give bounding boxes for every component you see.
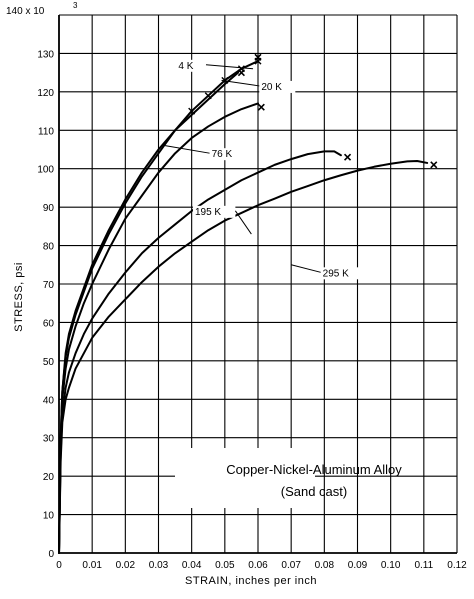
x-axis-title: STRAIN, inches per inch — [185, 575, 317, 587]
fracture-marker-295-k — [430, 161, 438, 169]
x-tick-label: 0.12 — [447, 560, 467, 571]
y-tick-label: 60 — [43, 318, 55, 329]
series-layer — [58, 53, 438, 554]
y-tick-label: 130 — [37, 49, 54, 60]
x-tick-label: 0.05 — [215, 560, 235, 571]
y-tick-label: 120 — [37, 88, 54, 99]
y-tick-label: 0 — [48, 549, 54, 560]
cluster-cross — [188, 107, 196, 115]
x-tick-label: 0.10 — [381, 560, 401, 571]
annotation-box-frame — [175, 448, 315, 508]
series-leader-line — [291, 264, 321, 273]
series-label-2: 76 K — [212, 149, 233, 160]
fracture-marker-195-k — [343, 153, 352, 161]
x-tick-label: 0.06 — [248, 560, 268, 571]
cluster-cross — [254, 57, 262, 65]
annotation-box-line-1: Copper-Nickel-Aluminum Alloy — [226, 462, 402, 477]
y-tick-label: 30 — [43, 434, 55, 445]
x-tick-label: 0.09 — [348, 560, 368, 571]
x-tick-label: 0.03 — [149, 560, 169, 571]
y-tick-label: 110 — [38, 126, 54, 137]
series-label-3: 195 K — [195, 207, 221, 218]
series-label-bg — [192, 205, 236, 218]
series-line-76-k — [58, 102, 259, 554]
y-tick-label: 80 — [43, 242, 55, 253]
series-line-195-k — [58, 150, 342, 554]
series-leader-line — [205, 64, 254, 70]
fracture-marker-stroke — [343, 153, 352, 161]
cluster-cross — [204, 92, 212, 100]
cluster-cross — [237, 65, 245, 73]
annotation-box-line-2: (Sand cast) — [281, 484, 347, 499]
fracture-marker-stroke — [257, 103, 265, 111]
x-tick-label: 0.08 — [315, 560, 335, 571]
fracture-marker-76-k — [257, 103, 265, 111]
y-axis-title: STRESS, psi — [13, 262, 25, 332]
y-multiplier-exponent: 3 — [73, 1, 78, 10]
label-layer: 4 K 20 K 76 K 195 K 295 K — [165, 59, 364, 280]
x-tick-label: 0.01 — [82, 560, 102, 571]
y-tick-label: 20 — [43, 472, 55, 483]
y-tick-label: 70 — [43, 280, 55, 291]
x-tick-label: 0.02 — [116, 560, 136, 571]
series-label-4: 295 K — [323, 268, 349, 279]
series-leader-line — [221, 79, 260, 87]
x-tick-label: 0.04 — [182, 560, 202, 571]
series-label-1: 20 K — [261, 82, 282, 93]
series-label-bg — [259, 80, 296, 93]
series-line-295-k — [58, 160, 429, 554]
series-line-20-k — [58, 71, 240, 554]
x-tick-label: 0.11 — [414, 560, 433, 571]
series-label-0: 4 K — [178, 61, 193, 72]
series-leader-line — [234, 210, 252, 235]
y-tick-label: 40 — [43, 395, 55, 406]
y-multiplier-label: 140 x 10 — [6, 6, 45, 17]
y-tick-label: 10 — [43, 511, 55, 522]
y-tick-label: 90 — [43, 203, 55, 214]
y-tick-label: 50 — [43, 357, 55, 368]
series-leader-line — [165, 145, 210, 154]
series-label-bg — [320, 267, 364, 280]
x-tick-label: 0 — [56, 560, 62, 571]
series-label-bg — [209, 148, 246, 161]
fracture-marker-stroke — [430, 161, 438, 169]
series-label-bg — [176, 59, 206, 72]
x-tick-label: 0.07 — [281, 560, 301, 571]
y-tick-label: 100 — [37, 165, 54, 176]
axis-layer: 0 0.01 0.02 0.03 0.04 0.05 0.06 0.07 0.08 0.09 0.1… — [37, 15, 467, 571]
